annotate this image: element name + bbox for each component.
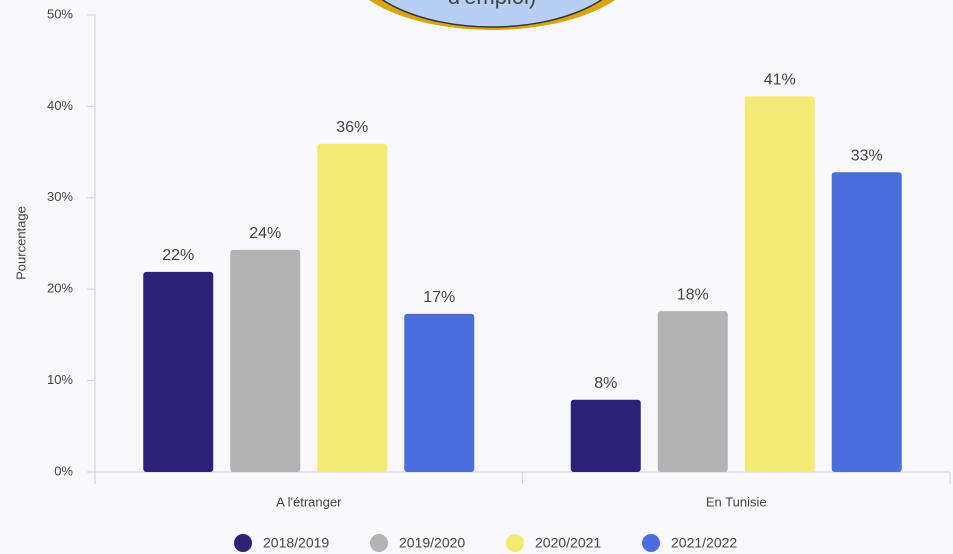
y-tick-label: 40% [47,98,73,113]
bar [317,143,388,472]
header-graphic: d'emploi) [368,0,616,30]
legend-label: 2018/2019 [263,535,329,551]
value-label: 17% [423,289,455,306]
bar [744,96,815,472]
value-label: 36% [336,119,368,136]
bar [831,172,902,472]
y-tick-label: 10% [47,372,73,387]
y-axis-label: Pourcentage [13,206,28,280]
legend-label: 2020/2021 [535,535,601,551]
x-tick-label: En Tunisie [706,494,767,509]
legend-label: 2021/2022 [671,535,737,551]
y-tick-label: 30% [47,189,73,204]
bar [230,249,301,472]
bar [143,271,214,472]
bar [404,313,475,472]
x-tick-label: A l'étranger [276,494,342,509]
legend-marker [234,534,252,552]
y-tick-label: 0% [54,463,73,478]
legend-label: 2019/2020 [399,535,465,551]
value-label: 24% [249,225,281,242]
y-tick-label: 20% [47,281,73,296]
annotation: d'emploi) [448,0,537,9]
bar [570,399,641,472]
bar [657,311,728,472]
legend-marker [642,534,660,552]
value-label: 8% [594,375,617,392]
value-label: 41% [764,72,796,89]
legend-marker [506,534,524,552]
value-label: 33% [851,147,883,164]
value-label: 22% [162,247,194,264]
badge [381,0,603,28]
value-label: 18% [677,286,709,303]
legend-marker [370,534,388,552]
y-tick-label: 50% [47,6,73,21]
